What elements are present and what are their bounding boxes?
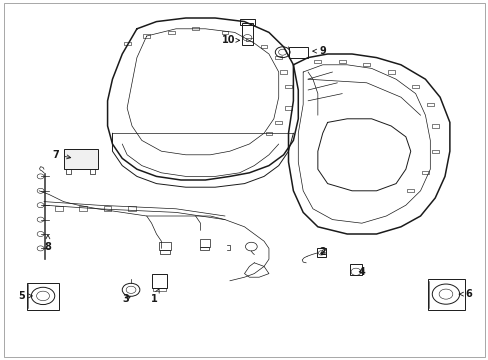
Bar [427,279,464,310]
Text: 2: 2 [319,247,325,257]
Bar [411,85,418,88]
Text: 4: 4 [358,267,365,277]
Bar [128,206,136,211]
Bar [153,288,165,291]
Bar [387,71,394,73]
Bar [285,85,291,88]
Bar [407,189,413,192]
Bar [103,206,111,211]
Bar [199,239,210,247]
Text: 6: 6 [458,289,471,299]
Bar [275,56,282,59]
Bar [151,274,167,288]
Bar [265,132,272,135]
Bar [285,107,291,109]
Bar [349,264,361,275]
Bar [363,63,369,66]
Bar [426,103,433,106]
Bar [242,23,252,45]
Bar [314,60,321,63]
Text: 10: 10 [222,35,239,45]
Bar [159,242,171,250]
Bar [239,19,255,25]
Bar [338,60,345,63]
Bar [421,171,428,174]
Bar [192,27,199,30]
Text: 1: 1 [151,288,159,304]
Bar [316,248,325,257]
Text: 9: 9 [312,46,325,56]
Bar [123,42,130,45]
Bar [27,283,59,310]
Bar [167,31,174,34]
Bar [431,150,438,153]
Bar [288,47,307,58]
Bar [221,31,228,34]
Text: 5: 5 [19,291,32,301]
Bar [55,206,62,211]
Bar [260,45,267,48]
Bar [280,71,286,73]
Text: 8: 8 [44,235,51,252]
Text: 3: 3 [122,294,130,304]
Text: 7: 7 [53,150,71,160]
Bar [143,35,150,37]
Bar [275,121,282,124]
Bar [79,206,87,211]
Bar [431,125,438,127]
Bar [200,247,209,250]
Bar [63,149,98,169]
Bar [160,250,169,254]
Bar [245,38,252,41]
